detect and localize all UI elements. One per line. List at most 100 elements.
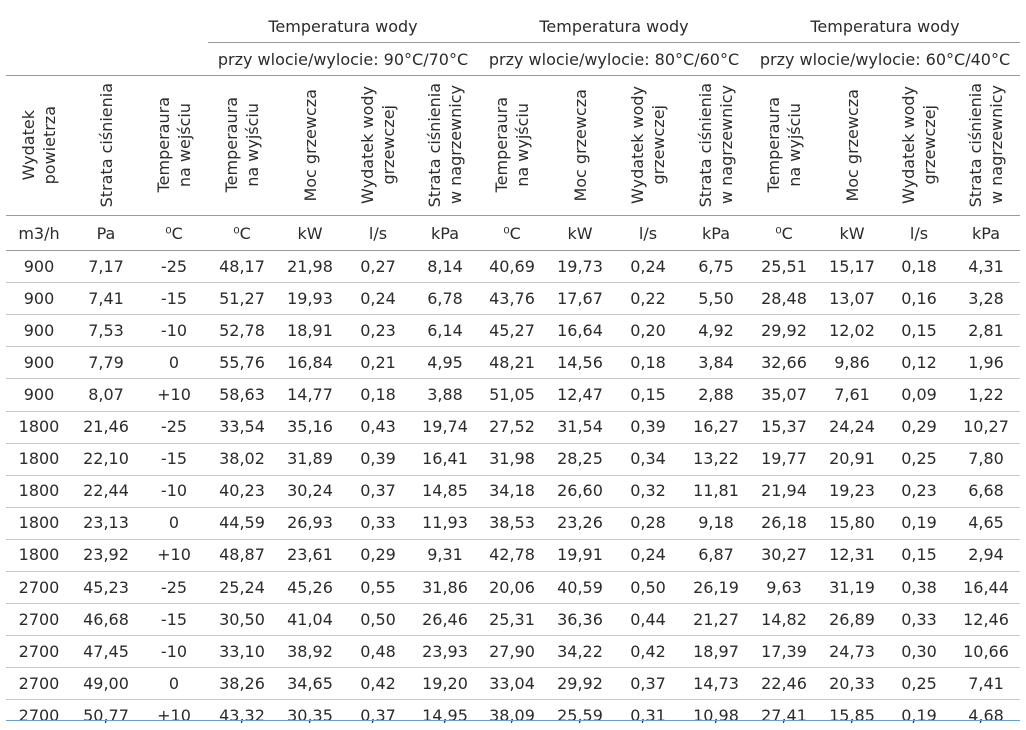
unit: kW — [567, 223, 593, 243]
cell: 8,07 — [88, 384, 124, 404]
cell: 35,16 — [287, 417, 333, 436]
cell: 26,89 — [829, 609, 875, 629]
cell: 0,55 — [360, 577, 396, 597]
header-line: na wyjściu — [513, 103, 532, 187]
cell: 31,86 — [422, 577, 468, 597]
cell: 2700 — [18, 705, 60, 725]
column-header: Strata ciśnienia w nagrzewnicy — [682, 80, 750, 210]
cell: 2,81 — [968, 320, 1004, 340]
header-line: Temperaura — [222, 97, 241, 193]
cell: 23,92 — [83, 545, 129, 565]
row-rule — [6, 506, 1020, 508]
cell: 4,68 — [968, 705, 1004, 725]
cell: 26,60 — [557, 481, 603, 501]
cell: 38,09 — [489, 705, 535, 725]
cell: 0,42 — [630, 641, 666, 661]
cell: 34,22 — [557, 641, 603, 661]
cell: 13,22 — [693, 449, 739, 469]
header-line: na wyjściu — [243, 103, 262, 187]
cell: 28,25 — [557, 449, 603, 469]
cell: 4,95 — [427, 352, 463, 372]
unit: kPa — [702, 223, 730, 243]
cell: 46,68 — [83, 609, 129, 629]
cell: 31,98 — [489, 449, 535, 469]
cell: 51,27 — [219, 288, 265, 308]
cell: 30,24 — [287, 481, 333, 501]
cell: 14,85 — [422, 481, 468, 501]
cell: 14,77 — [287, 384, 333, 404]
cell: 24,73 — [829, 641, 875, 661]
cell: 7,61 — [834, 384, 870, 404]
cell: 27,90 — [489, 641, 535, 661]
unit: ⁰C — [165, 223, 183, 243]
cell: 23,26 — [557, 513, 603, 533]
group-title: Temperatura wody — [810, 16, 960, 36]
row-rule — [6, 635, 1020, 637]
cell: 48,21 — [489, 352, 535, 372]
cell: 1,96 — [968, 352, 1004, 372]
bottom-rule — [6, 720, 1020, 721]
cell: 30,35 — [287, 705, 333, 725]
rule — [6, 250, 1020, 251]
cell: 0 — [168, 513, 180, 533]
cell: 7,80 — [968, 449, 1004, 469]
cell: 0,50 — [630, 577, 666, 597]
cell: 10,98 — [693, 705, 739, 725]
cell: 12,02 — [829, 320, 875, 340]
cell: 38,53 — [489, 513, 535, 533]
cell: 38,92 — [287, 641, 333, 661]
header-line: Wydatek — [19, 109, 38, 181]
cell: 19,93 — [287, 288, 333, 308]
cell: 30,50 — [219, 609, 265, 629]
cell: 900 — [23, 320, 55, 340]
cell: 9,18 — [698, 513, 734, 533]
cell: 2,94 — [968, 545, 1004, 565]
cell: 21,94 — [761, 481, 807, 501]
header-line: Temperaura — [492, 97, 511, 193]
row-rule — [6, 378, 1020, 380]
column-header: Moc grzewcza — [818, 80, 886, 210]
cell: 1800 — [18, 513, 60, 533]
cell: -15 — [160, 288, 188, 308]
cell: 0,22 — [630, 288, 666, 308]
cell: +10 — [157, 705, 191, 725]
cell: 33,04 — [489, 673, 535, 693]
header-line: Temperaura — [154, 97, 173, 193]
cell: 35,07 — [761, 384, 807, 404]
column-header: Temperaura na wyjściu — [750, 80, 818, 210]
row-rule — [6, 346, 1020, 348]
cell: 17,39 — [761, 641, 807, 661]
cell: 0 — [168, 673, 180, 693]
cell: 4,31 — [968, 256, 1004, 276]
header-line: Strata ciśnienia — [425, 82, 444, 208]
group-title: Temperatura wody — [268, 16, 418, 36]
column-header: Wydatek wody grzewczej — [614, 80, 682, 210]
cell: 0,33 — [901, 609, 937, 629]
cell: 2700 — [18, 641, 60, 661]
column-header: Wydatek wody grzewczej — [344, 80, 412, 210]
cell: 25,51 — [761, 256, 807, 276]
cell: 19,77 — [761, 449, 807, 469]
cell: 15,37 — [761, 417, 807, 436]
cell: 900 — [23, 352, 55, 372]
unit: l/s — [368, 223, 388, 243]
cell: 31,19 — [829, 577, 875, 597]
cell: 10,27 — [963, 417, 1009, 436]
row-rule — [6, 667, 1020, 669]
cell: 22,46 — [761, 673, 807, 693]
header-line: w nagrzewnicy — [717, 85, 736, 205]
cell: 0,28 — [630, 513, 666, 533]
column-header: Wydatek wody grzewczej — [886, 80, 952, 210]
cell: 27,52 — [489, 417, 535, 436]
cell: -10 — [160, 641, 188, 661]
cell: 11,81 — [693, 481, 739, 501]
cell: 26,46 — [422, 609, 468, 629]
cell: 2700 — [18, 609, 60, 629]
cell: 0 — [168, 352, 180, 372]
cell: 25,59 — [557, 705, 603, 725]
cell: 0,21 — [360, 352, 396, 372]
cell: 0,19 — [901, 513, 937, 533]
cell: 3,28 — [968, 288, 1004, 308]
cell: 0,20 — [630, 320, 666, 340]
row-rule — [6, 603, 1020, 605]
